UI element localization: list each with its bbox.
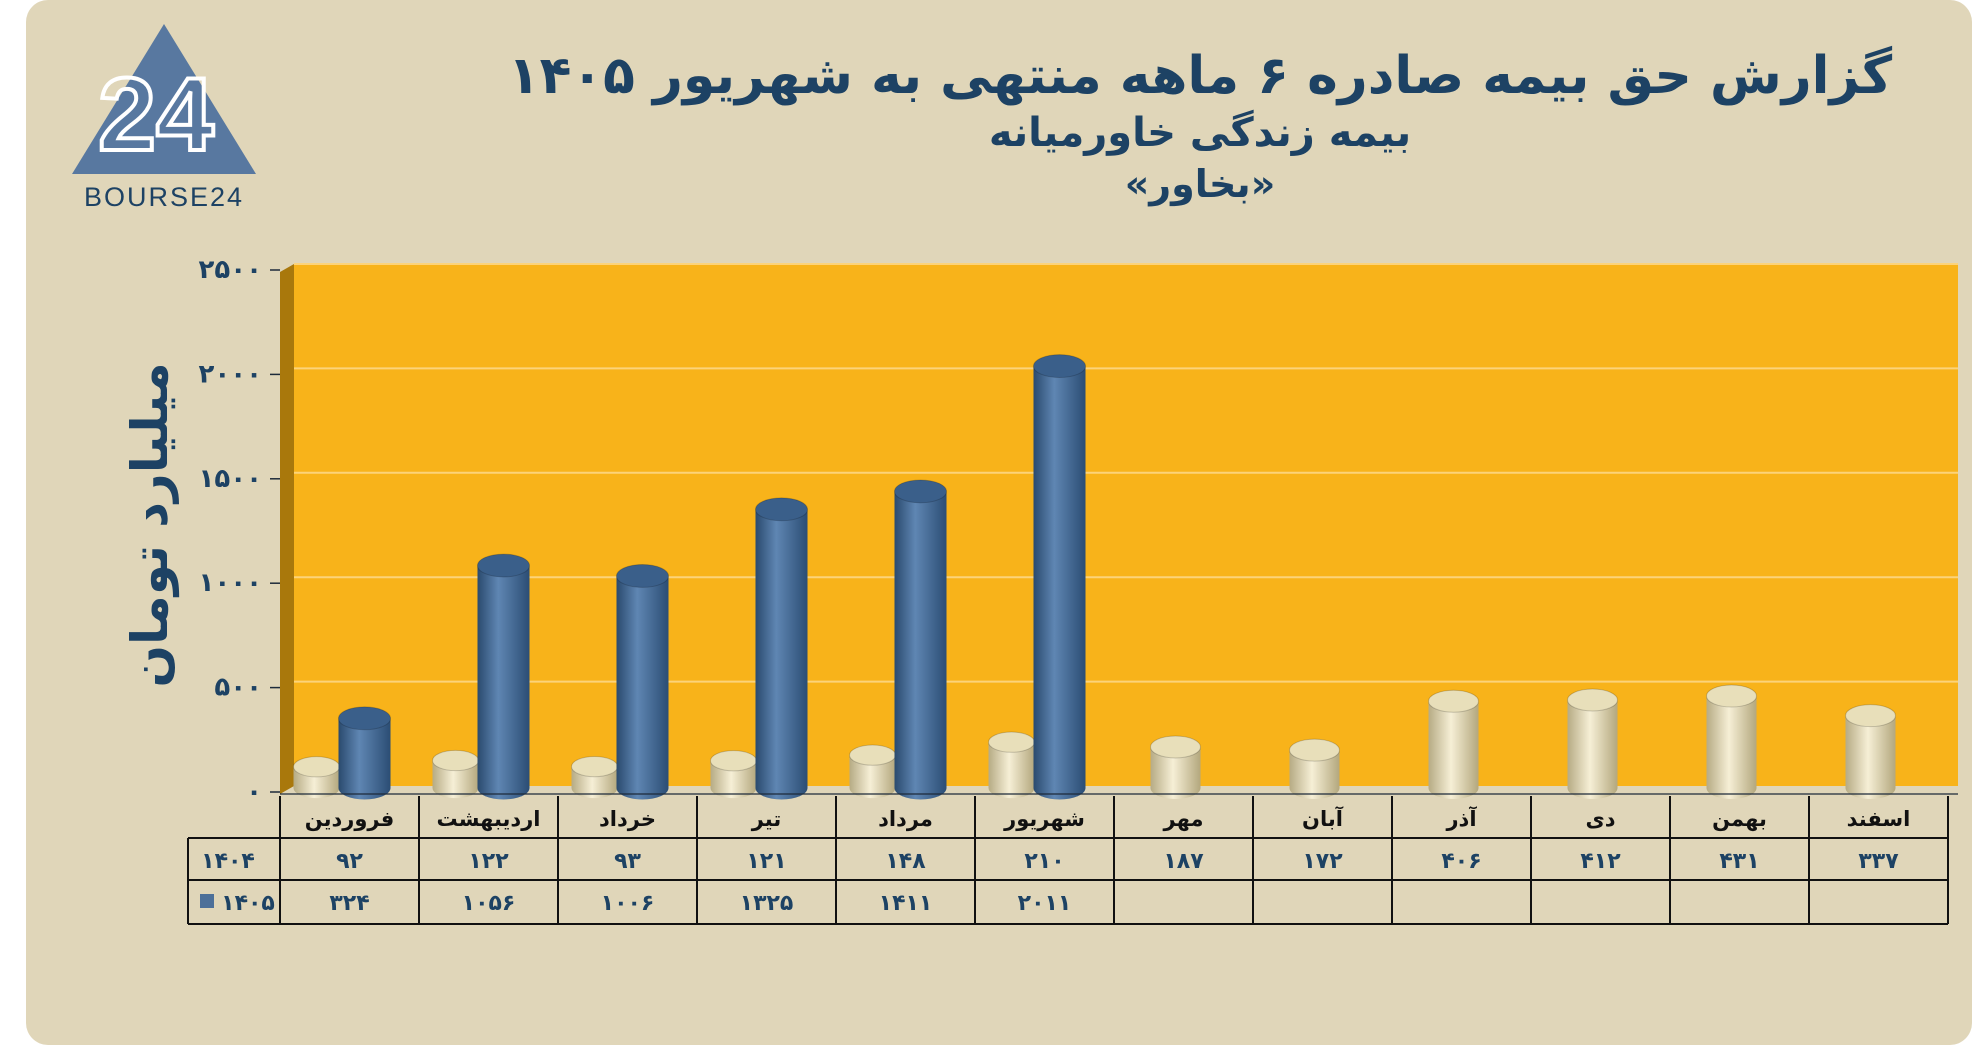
bar-1404: [988, 731, 1035, 799]
bar-1404: [1706, 684, 1757, 800]
bar-1404: [1150, 735, 1201, 800]
data-label-1404: ۴۰۶: [1441, 849, 1481, 874]
y-tick-label: ۵۰۰: [214, 673, 262, 703]
legend-swatch-1405: [200, 894, 214, 908]
bar-1404: [1289, 738, 1340, 800]
data-label-1404: ۱۲۲: [468, 849, 509, 874]
bar-1404: [571, 755, 618, 799]
category-label: اسفند: [1847, 807, 1911, 831]
y-tick-label: ۲۰۰۰: [199, 359, 262, 389]
y-axis-label: میلیارد تومان: [121, 362, 179, 688]
bar-1404: [1567, 688, 1618, 800]
data-label-1405: ۳۲۴: [329, 891, 369, 916]
bar-1405: [755, 497, 808, 800]
bar-1405: [1033, 354, 1086, 800]
bar-1405: [616, 564, 669, 800]
category-label: دی: [1585, 807, 1615, 831]
y-tick-label: ۰: [246, 777, 262, 807]
y-tick-label: ۱۰۰۰: [199, 568, 262, 598]
data-label-1404: ۱۸۷: [1163, 849, 1204, 874]
company-ticker: «بخاور»: [1124, 162, 1276, 206]
data-label-1404: ۱۲۱: [746, 849, 786, 874]
bar-1404: [849, 744, 896, 799]
category-label: آبان: [1302, 806, 1344, 831]
data-label-1404: ۱۷۲: [1302, 849, 1343, 874]
category-label: اردیبهشت: [437, 807, 541, 831]
logo-triangle: [72, 24, 256, 174]
data-label-1404: ۳۳۷: [1858, 849, 1899, 874]
data-label-1405: ۱۴۱۱: [879, 891, 933, 916]
category-label: آذر: [1445, 806, 1477, 831]
category-label: مرداد: [878, 807, 933, 831]
data-label-1404: ۴۳۱: [1719, 849, 1759, 874]
category-label: فروردین: [305, 807, 395, 831]
legend-label-1404: ۱۴۰۴: [201, 849, 255, 874]
bar-1405: [338, 706, 391, 800]
chart-subtitle: بیمه زندگی خاورمیانه: [988, 110, 1412, 156]
category-label: بهمن: [1712, 807, 1767, 831]
plot-area: [294, 264, 1958, 786]
bar-1405: [894, 479, 947, 800]
category-label: تیر: [751, 807, 782, 831]
data-label-1405: ۱۳۲۵: [740, 891, 794, 916]
bar-1404: [1845, 704, 1896, 800]
bar-1404: [1428, 689, 1479, 800]
logo-name: BOURSE24: [84, 182, 244, 212]
data-label-1404: ۹۲: [336, 849, 363, 874]
bar-1405: [477, 553, 530, 800]
data-label-1404: ۲۱۰: [1024, 849, 1064, 874]
data-label-1404: ۱۴۸: [885, 849, 926, 874]
y-tick-label: ۱۵۰۰: [199, 464, 262, 494]
bourse24-logo: 24 BOURSE24: [72, 24, 256, 212]
bar-1404: [710, 750, 757, 799]
data-label-1404: ۴۱۲: [1580, 849, 1621, 874]
legend-label-1405: ۱۴۰۵: [221, 891, 275, 916]
category-label: مهر: [1163, 807, 1204, 831]
y-tick-label: ۲۵۰۰: [199, 255, 262, 285]
data-label-1404: ۹۳: [614, 849, 641, 874]
chart-title: گزارش حق بیمه صادره ۶ ماهه منتهی به شهری…: [507, 46, 1893, 106]
bar-1404: [432, 749, 479, 799]
logo-number: 24: [98, 57, 214, 173]
category-label: خرداد: [599, 807, 656, 831]
data-label-1405: ۲۰۱۱: [1018, 891, 1072, 916]
plot-side-wall: [280, 264, 294, 794]
data-label-1405: ۱۰۵۶: [462, 891, 516, 916]
category-label: شهریور: [1003, 807, 1085, 831]
data-label-1405: ۱۰۰۶: [601, 891, 655, 916]
bar-1404: [293, 756, 340, 799]
